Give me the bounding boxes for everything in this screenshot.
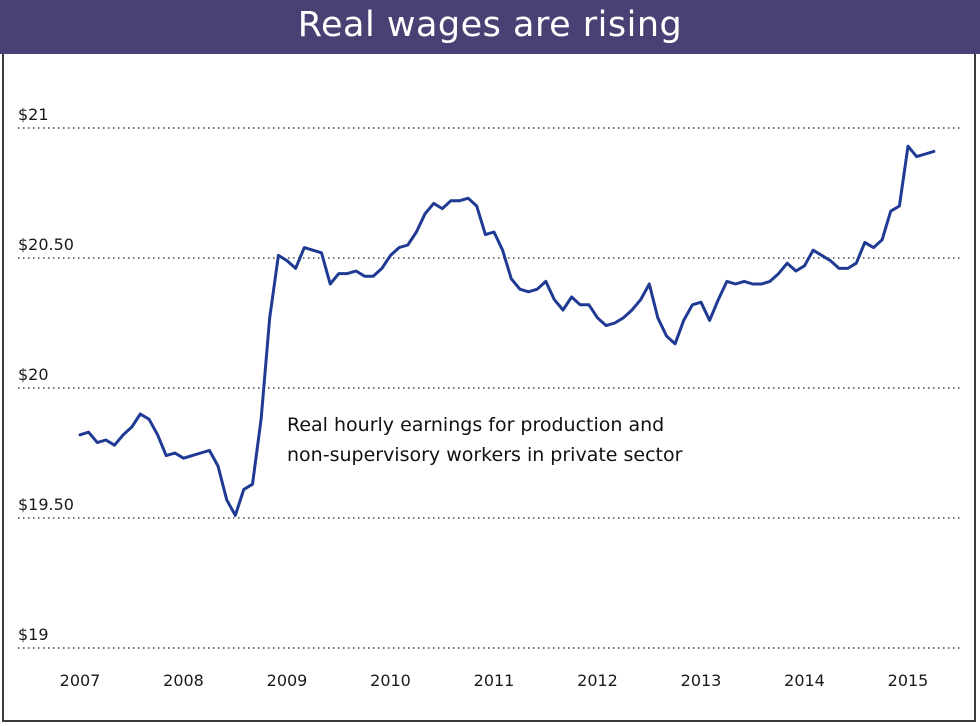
x-tick-label: 2012 [577, 671, 618, 690]
y-tick-label: $19.50 [18, 495, 74, 514]
x-tick-label: 2007 [60, 671, 101, 690]
series-line [78, 144, 936, 517]
line-chart: $21 $20.50 $20 $19.50 $19 2007 2008 2009 2010 201… [18, 105, 962, 690]
y-tick-label: $20 [18, 365, 49, 384]
x-tick-label: 2011 [474, 671, 515, 690]
chart-title: Real wages are rising [0, 0, 980, 54]
y-tick-label: $21 [18, 105, 49, 124]
x-tick-label: 2013 [681, 671, 722, 690]
y-tick-label: $20.50 [18, 235, 74, 254]
y-tick-label: $19 [18, 625, 49, 644]
x-tick-label: 2008 [163, 671, 204, 690]
annotation-text: Real hourly earnings for production and [287, 414, 664, 436]
x-tick-label: 2014 [784, 671, 825, 690]
annotation-text: non-supervisory workers in private secto… [287, 444, 683, 466]
x-tick-label: 2015 [888, 671, 929, 690]
chart-area: $21 $20.50 $20 $19.50 $19 2007 2008 2009 2010 201… [2, 54, 976, 722]
x-tick-label: 2010 [370, 671, 411, 690]
x-tick-label: 2009 [267, 671, 308, 690]
